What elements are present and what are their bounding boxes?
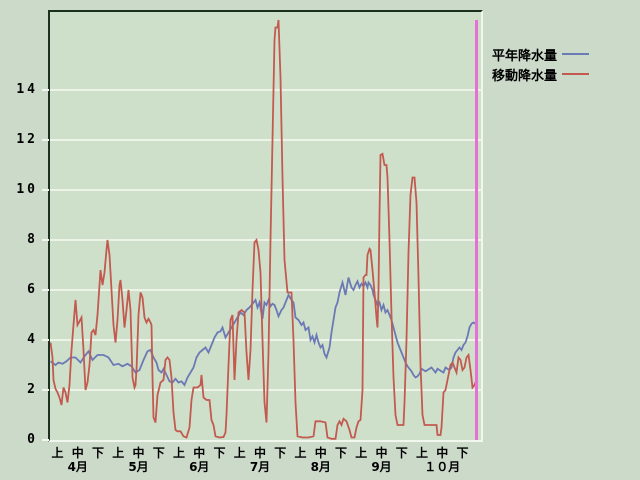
chart-svg xyxy=(50,19,481,440)
month-label: １０月 xyxy=(424,460,461,474)
x-axis-tick-label: 上 xyxy=(355,446,368,460)
x-axis-tick-label: 中 xyxy=(132,446,145,460)
y-axis-label: 10 xyxy=(16,182,38,197)
legend-item-normal-precipitation: 平年降水量 xyxy=(492,44,589,64)
x-axis-tick-label: 中 xyxy=(193,446,206,460)
y-axis-label: 8 xyxy=(27,232,38,247)
legend: 平年降水量 移動降水量 xyxy=(492,44,589,84)
month-label: 6月 xyxy=(189,460,210,474)
x-axis-tick-label: 上 xyxy=(51,446,64,460)
y-axis-label: 2 xyxy=(27,382,38,397)
x-axis-tick-label: 中 xyxy=(314,446,327,460)
x-axis-tick-label: 下 xyxy=(152,446,165,460)
y-axis-tick xyxy=(42,89,49,91)
y-axis-tick xyxy=(42,339,49,341)
y-axis-tick xyxy=(42,189,49,191)
y-axis-label: 6 xyxy=(27,282,38,297)
x-axis-tick-label: 下 xyxy=(395,446,408,460)
series-line-0 xyxy=(50,277,479,387)
legend-line-blue xyxy=(562,53,589,55)
x-axis-tick-label: 中 xyxy=(436,446,449,460)
y-axis-tick xyxy=(42,289,49,291)
x-axis-tick-label: 上 xyxy=(112,446,125,460)
legend-item-moving-precipitation: 移動降水量 xyxy=(492,64,589,84)
y-axis-tick xyxy=(42,139,49,141)
legend-label-moving-precipitation: 移動降水量 xyxy=(492,68,558,84)
plot-area xyxy=(48,10,483,442)
month-label: 9月 xyxy=(371,460,392,474)
x-axis-tick-label: 中 xyxy=(375,446,388,460)
month-label: 5月 xyxy=(128,460,149,474)
legend-label-normal-precipitation: 平年降水量 xyxy=(492,48,558,64)
series-line-1 xyxy=(50,19,479,440)
x-axis-tick-label: 上 xyxy=(172,446,185,460)
x-axis-tick-label: 下 xyxy=(91,446,104,460)
x-axis-tick-label: 下 xyxy=(213,446,226,460)
y-axis-tick xyxy=(42,239,49,241)
y-axis-label: 14 xyxy=(16,82,38,97)
x-axis-tick-label: 上 xyxy=(415,446,428,460)
y-axis-tick xyxy=(42,439,49,441)
x-axis-tick-label: 下 xyxy=(456,446,469,460)
month-label: 4月 xyxy=(67,460,88,474)
legend-line-red xyxy=(562,73,589,75)
y-axis-label: 12 xyxy=(16,132,38,147)
month-label: 7月 xyxy=(249,460,271,474)
y-axis-label: 0 xyxy=(27,432,38,447)
x-axis-tick-label: 下 xyxy=(274,446,287,460)
x-axis-tick-label: 上 xyxy=(233,446,246,460)
x-axis-tick-label: 中 xyxy=(253,446,266,460)
month-label: 8月 xyxy=(310,460,331,474)
y-axis-label: 4 xyxy=(27,332,38,347)
x-axis-tick-label: 上 xyxy=(294,446,307,460)
x-axis-tick-label: 中 xyxy=(71,446,84,460)
y-axis-tick xyxy=(42,389,49,391)
x-axis-tick-label: 下 xyxy=(334,446,347,460)
